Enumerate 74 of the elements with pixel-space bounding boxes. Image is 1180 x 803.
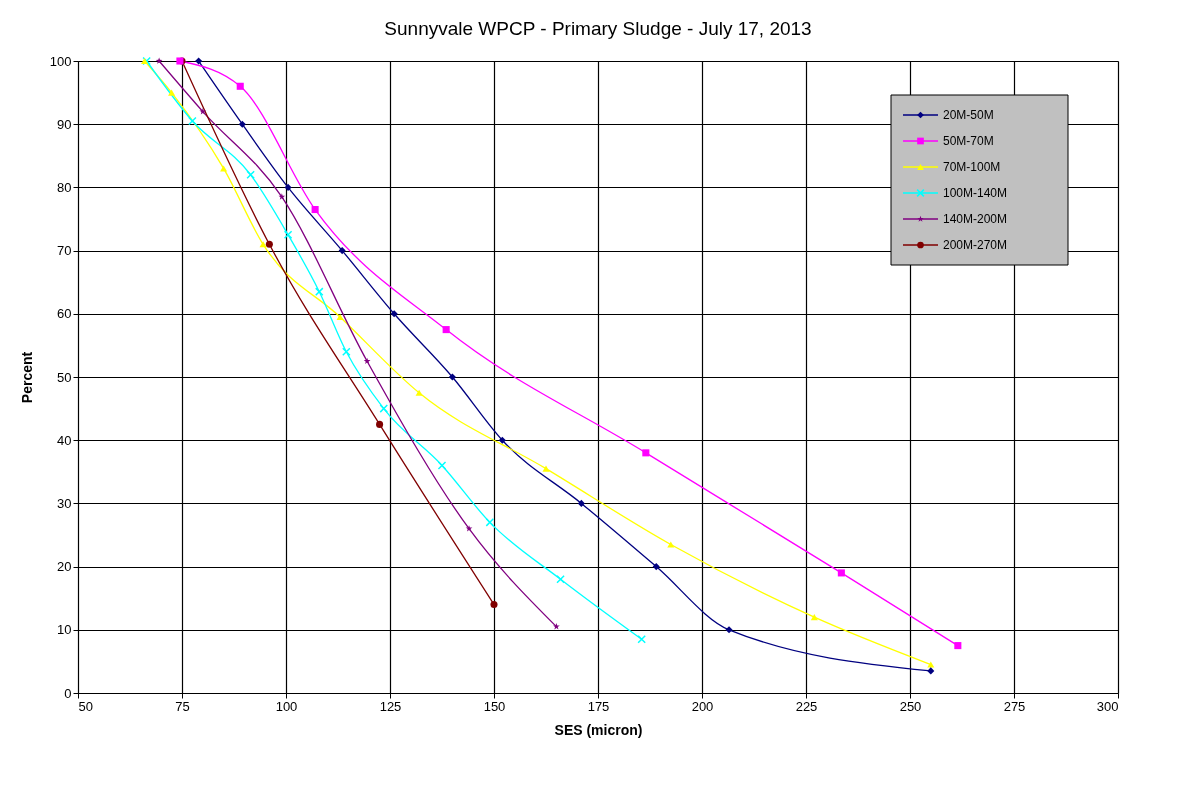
point: [556, 574, 565, 584]
point: [379, 404, 389, 413]
point: [667, 541, 675, 548]
point: [363, 357, 371, 365]
point: [195, 57, 203, 65]
x-tick-label: 300: [1096, 698, 1119, 714]
point: [577, 499, 585, 507]
point: [278, 193, 286, 200]
y-axis-title: Percent: [18, 351, 35, 404]
point: [199, 108, 207, 115]
point: [837, 569, 845, 577]
point: [314, 287, 324, 296]
point: [927, 661, 935, 668]
point: [284, 183, 292, 191]
x-tick-label: 125: [379, 698, 402, 714]
point: [485, 518, 495, 527]
x-tick-label: 75: [175, 698, 190, 714]
point: [168, 89, 176, 96]
legend-label: 140M-200M: [943, 212, 1008, 226]
y-tick-label: 20: [57, 559, 72, 575]
y-tick-label: 90: [57, 116, 72, 132]
point: [188, 116, 197, 126]
x-tick-label: 200: [691, 698, 714, 714]
legend-label: 20M-50M: [943, 108, 994, 122]
point: [338, 247, 346, 255]
point: [490, 600, 498, 609]
point: [637, 634, 646, 644]
point: [311, 205, 319, 214]
legend-label: 200M-270M: [943, 238, 1008, 252]
point: [542, 465, 550, 472]
point: [927, 667, 935, 675]
point: [415, 389, 423, 396]
point: [236, 82, 244, 90]
point: [246, 170, 255, 180]
x-tick-label: 225: [795, 698, 818, 714]
point: [725, 626, 733, 634]
y-tick-label: 10: [57, 622, 72, 638]
point: [238, 120, 246, 128]
x-tick-label: 250: [899, 698, 922, 714]
legend-label: 50M-70M: [943, 134, 994, 148]
point: [265, 240, 273, 248]
legend-label: 70M-100M: [943, 160, 1001, 174]
y-tick-label: 50: [57, 369, 72, 385]
point: [954, 642, 962, 650]
x-tick-label: 175: [587, 698, 610, 714]
chart-title: Sunnyvale WPCP - Primary Sludge - July 17, 2013: [384, 18, 812, 40]
x-axis-title: SES (micron): [554, 721, 643, 738]
point: [810, 614, 818, 621]
x-tick-label: 100: [275, 698, 298, 714]
x-tick-label: 275: [1003, 698, 1026, 714]
y-tick-label: 70: [57, 243, 72, 259]
y-tick-label: 0: [64, 685, 72, 701]
point: [376, 420, 384, 428]
point: [437, 461, 447, 470]
x-tick-label: 150: [483, 698, 506, 714]
point: [553, 623, 560, 630]
y-tick-label: 60: [57, 306, 72, 322]
point: [498, 436, 506, 444]
point: [155, 57, 163, 64]
point: [283, 230, 293, 240]
point: [390, 310, 398, 318]
y-tick-label: 30: [57, 495, 72, 511]
y-tick-label: 40: [57, 432, 72, 448]
point: [342, 347, 351, 357]
point: [336, 313, 344, 321]
point: [448, 373, 456, 381]
x-tick-label: 50: [78, 698, 93, 714]
point: [220, 165, 228, 172]
legend-label: 100M-140M: [943, 186, 1008, 200]
y-tick-label: 80: [57, 179, 72, 195]
y-tick-label: 100: [49, 53, 72, 69]
point: [442, 326, 450, 334]
point: [652, 563, 660, 571]
point: [642, 449, 650, 457]
